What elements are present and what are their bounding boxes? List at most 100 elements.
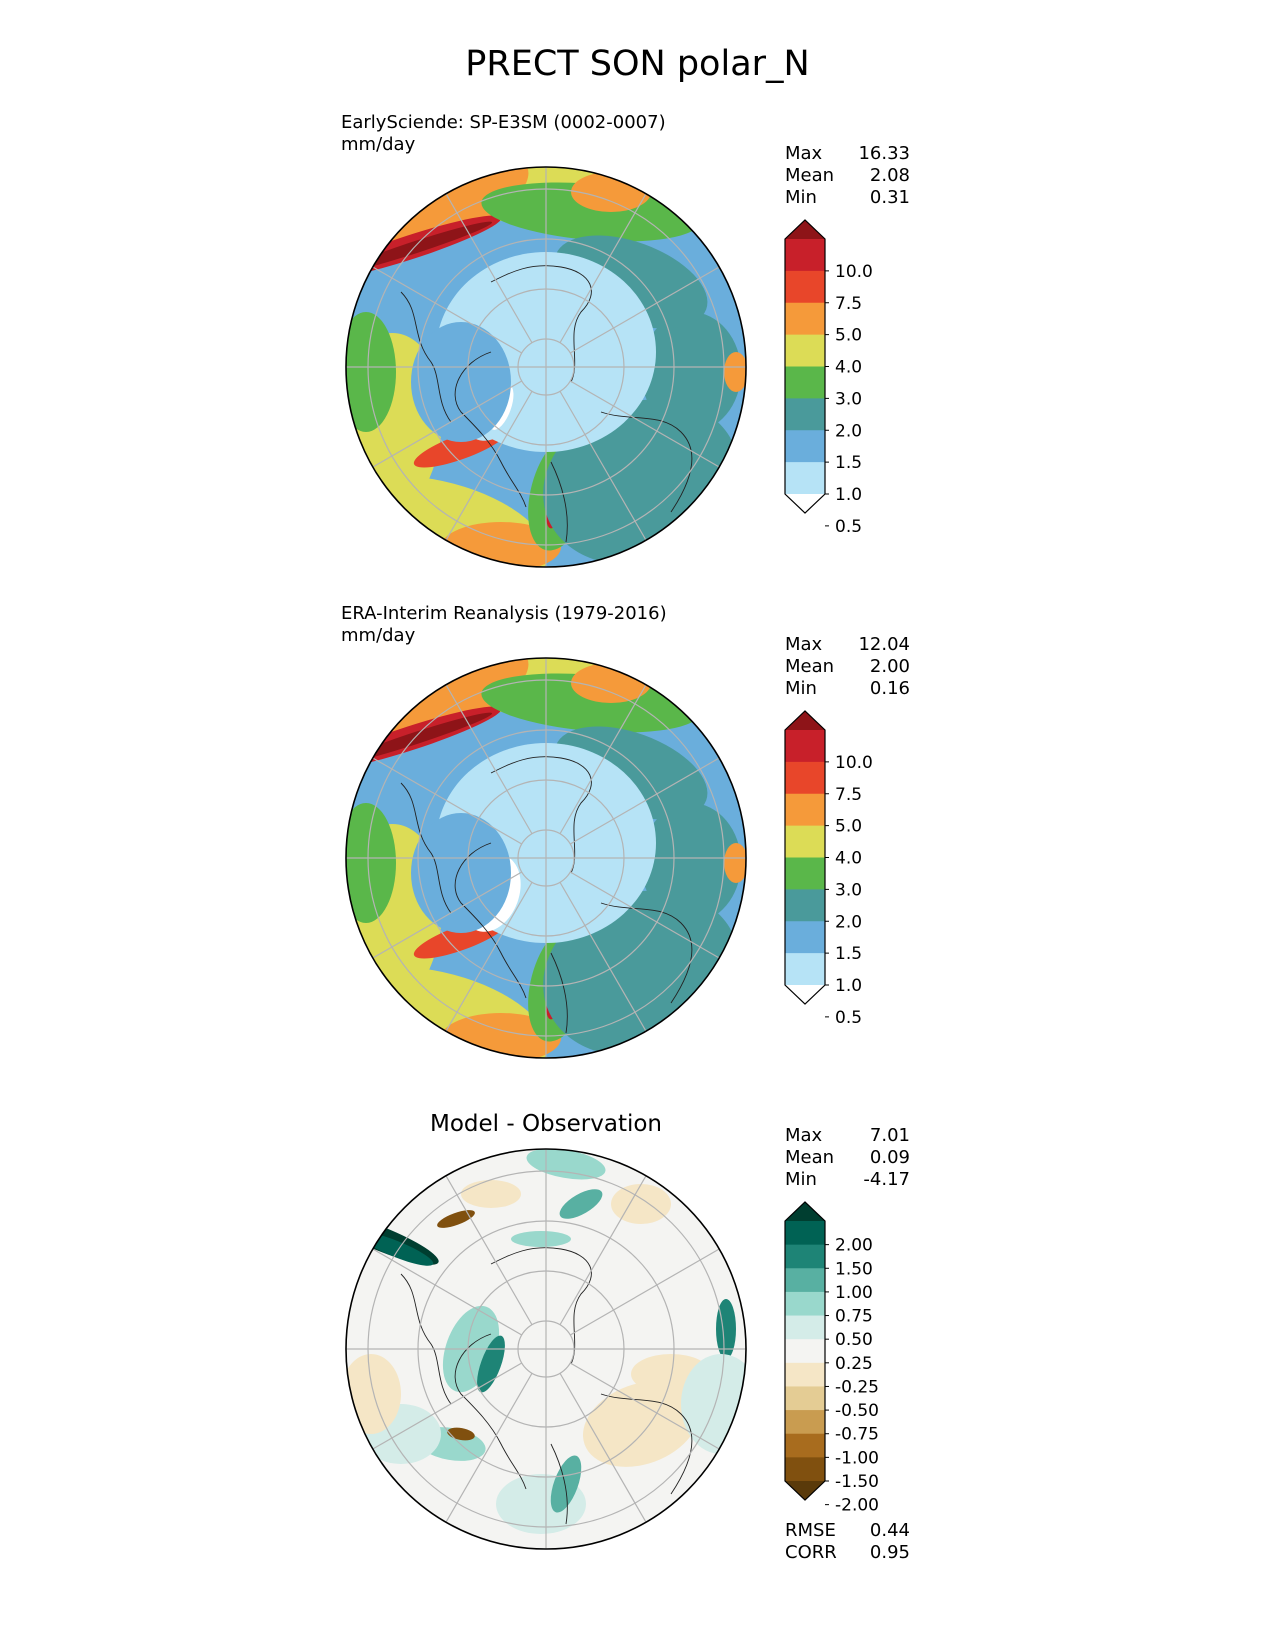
meridian-line	[569, 380, 720, 468]
colorbar-segment	[785, 1386, 825, 1411]
meridian-line	[445, 881, 533, 1032]
colorbar-obs: 10.0 7.5 5.0 4.0 3.0 2.0 1.5 1.0 0.5	[784, 710, 873, 1028]
coastline	[454, 351, 527, 508]
stat-min-label: Min	[785, 678, 817, 699]
colorbar-segment	[785, 1457, 825, 1482]
colorbar-tick-label: 2.0	[835, 912, 862, 932]
stat-max-value: 7.01	[869, 1125, 910, 1146]
colorbar-tick-label: -1.00	[835, 1448, 879, 1468]
panel3-stats: Max 7.01 Mean 0.09 Min -4.17	[785, 1125, 910, 1191]
colorbar-segment	[785, 398, 825, 431]
field-patch	[346, 312, 396, 432]
stat-min-value: 0.31	[869, 187, 910, 208]
colorbar-segment	[785, 1244, 825, 1269]
field-patch	[511, 1231, 571, 1247]
colorbar-tick-label: 1.0	[835, 485, 862, 505]
stat-mean-value: 0.09	[869, 1147, 910, 1168]
meridian-line	[569, 1362, 720, 1450]
colorbar-segment	[785, 889, 825, 922]
colorbar-extend-bottom	[785, 1481, 825, 1500]
colorbar-tick-label: 0.5	[835, 1008, 862, 1028]
meridian-line	[559, 1372, 647, 1523]
colorbar-segment	[785, 302, 825, 336]
meridian-line	[445, 193, 533, 344]
panel1-units: mm/day	[341, 134, 416, 155]
colorbar-extend-bottom	[785, 494, 825, 513]
meridian-line	[569, 871, 720, 959]
stat-mean-label: Mean	[785, 1147, 835, 1168]
panel2-units: mm/day	[341, 625, 416, 646]
coastline	[490, 756, 592, 874]
field-patch	[641, 312, 741, 432]
field-patch	[411, 813, 511, 933]
colorbar-tick-label: -2.00	[835, 1496, 879, 1516]
map-boundary	[345, 657, 747, 1059]
meridian-line	[372, 380, 523, 468]
stat-mean-value: 2.08	[869, 165, 910, 186]
colorbar-tick-label: 0.5	[835, 517, 862, 537]
colorbar-segment	[785, 366, 825, 399]
colorbar-tick-label: -1.50	[835, 1472, 879, 1492]
stat-min-value: -4.17	[863, 1169, 910, 1190]
meridian-line	[569, 1248, 720, 1336]
colorbar-tick-label: 5.0	[835, 326, 862, 346]
colorbar-segment	[785, 825, 825, 858]
polar-map-diff	[345, 1148, 747, 1550]
field-patch	[437, 1210, 475, 1228]
field-patch	[411, 322, 511, 442]
meridian-line	[372, 1362, 523, 1450]
meridian-line	[372, 1248, 523, 1336]
stat-min-label: Min	[785, 1169, 817, 1190]
colorbar-segment	[785, 334, 825, 367]
coastline	[550, 1443, 568, 1525]
meridian-line	[559, 1175, 647, 1326]
colorbar-segment	[785, 1433, 825, 1458]
meridian-line	[559, 390, 647, 541]
panel1-stats: Max 16.33 Mean 2.08 Min 0.31	[785, 143, 910, 209]
colorbar-segment	[785, 761, 825, 795]
field-patch	[641, 803, 741, 923]
colorbar-segment	[785, 1339, 825, 1364]
field-patch	[559, 1189, 603, 1219]
colorbar-extend-top	[785, 1202, 825, 1221]
meridian-line	[445, 1175, 533, 1326]
panel2-title-text: ERA-Interim Reanalysis (1979-2016)	[341, 603, 667, 624]
coastline	[400, 291, 452, 423]
panel1-title: EarlySciende: SP-E3SM (0002-0007) mm/day	[341, 112, 666, 156]
colorbar-model: 10.0 7.5 5.0 4.0 3.0 2.0 1.5 1.0 0.5	[784, 219, 873, 537]
colorbar-tick-label: 1.50	[835, 1259, 873, 1279]
figure-title: PRECT SON polar_N	[465, 44, 810, 84]
colorbar-tick-label: 7.5	[835, 785, 862, 805]
colorbar-segment	[785, 462, 825, 495]
colorbar-segment	[785, 1410, 825, 1435]
stat-mean-label: Mean	[785, 656, 835, 677]
colorbar-segment	[785, 1221, 825, 1246]
colorbar-segment	[785, 1291, 825, 1317]
coastline	[490, 265, 592, 383]
meridian-line	[569, 757, 720, 845]
colorbar-tick-label: 4.0	[835, 849, 862, 869]
colorbar-tick-label: 3.0	[835, 880, 862, 900]
stat-max-label: Max	[785, 1125, 823, 1146]
panel3-metrics: RMSE 0.44 CORR 0.95	[785, 1520, 910, 1564]
colorbar-segment	[785, 239, 825, 272]
meridian-line	[445, 684, 533, 835]
colorbar-tick-label: -0.50	[835, 1401, 879, 1421]
map-boundary	[345, 1148, 747, 1550]
field-patch	[477, 1335, 505, 1393]
colorbar-tick-label: 7.5	[835, 294, 862, 314]
coastline	[490, 1247, 592, 1365]
map-field	[346, 658, 746, 1058]
colorbar-tick-label: 0.75	[835, 1307, 873, 1327]
map-field	[346, 1149, 746, 1549]
coastline	[600, 902, 693, 1004]
colorbar-tick-label: 5.0	[835, 817, 862, 837]
field-patch	[461, 1180, 521, 1208]
colorbar-segment	[785, 430, 825, 463]
colorbar-tick-label: 0.50	[835, 1330, 873, 1350]
colorbar-tick-label: 1.00	[835, 1283, 873, 1303]
stat-mean-label: Mean	[785, 165, 835, 186]
meridian-line	[559, 193, 647, 344]
colorbar-tick-label: 1.0	[835, 976, 862, 996]
stat-max-label: Max	[785, 143, 823, 164]
